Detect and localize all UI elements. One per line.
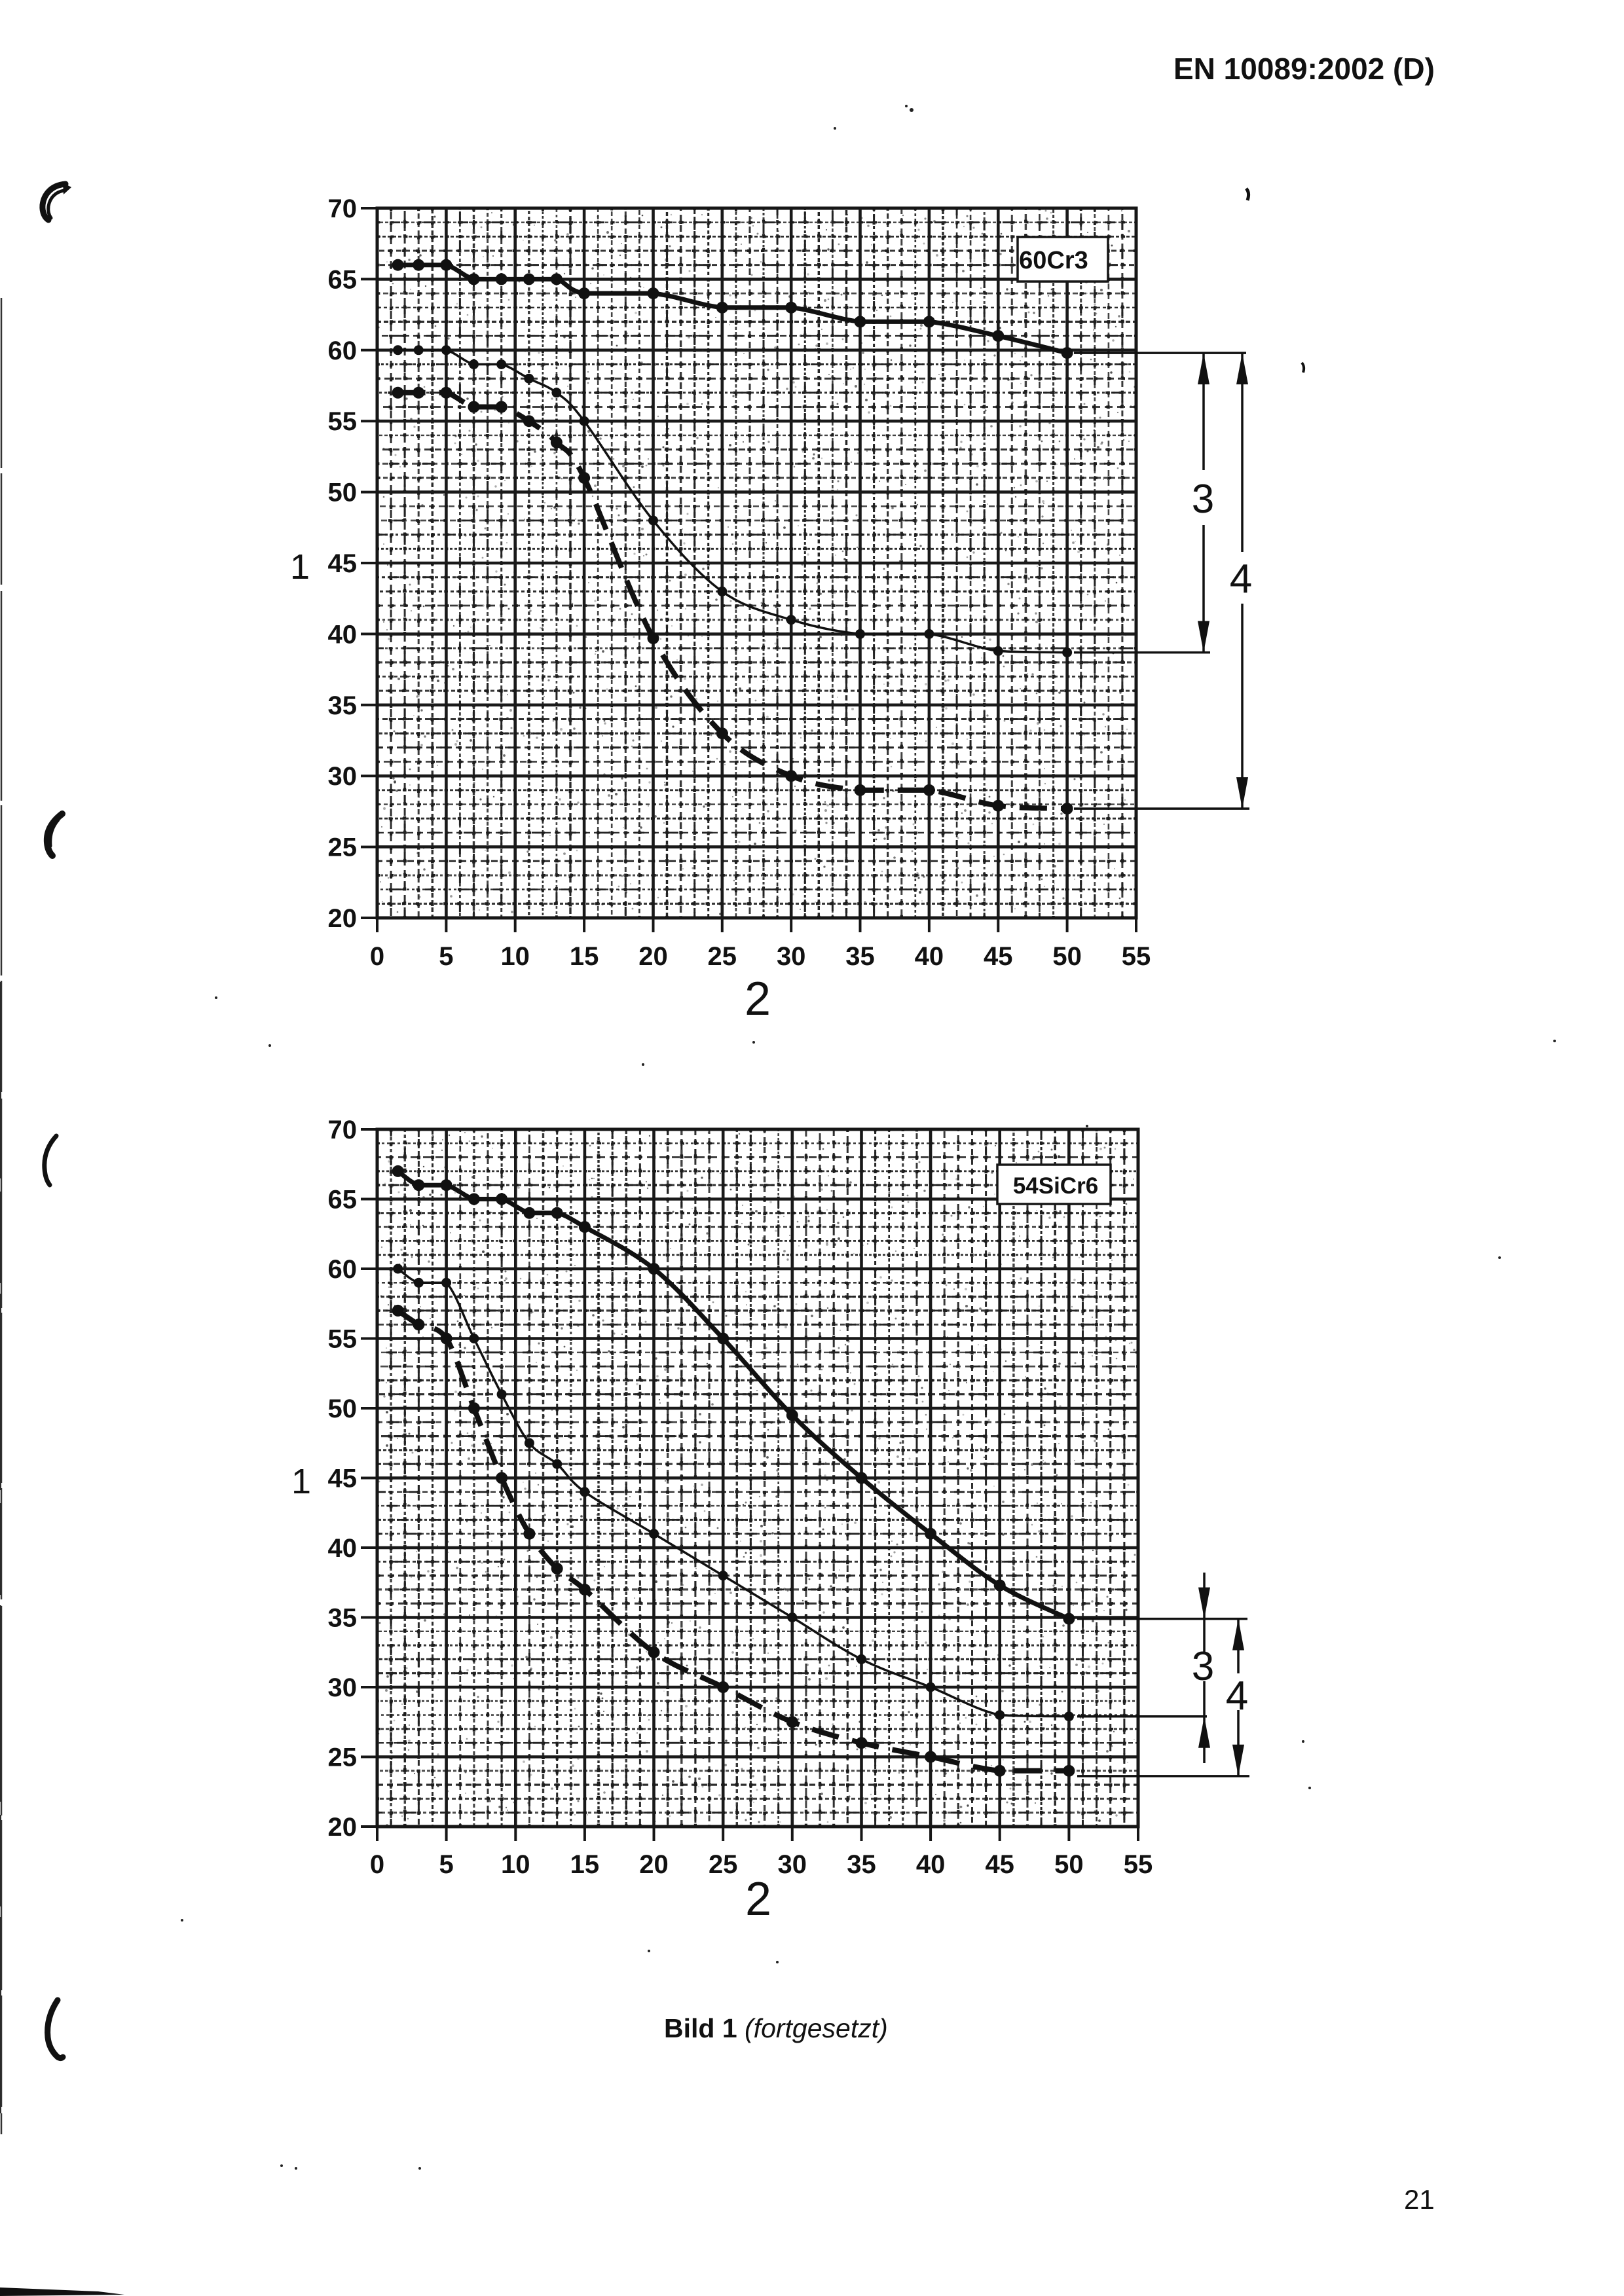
svg-text:1: 1 [290,547,310,587]
svg-text:55: 55 [328,1325,358,1354]
svg-text:55: 55 [1122,942,1151,971]
svg-text:35: 35 [847,1850,876,1879]
svg-text:40: 40 [328,620,358,649]
svg-text:2: 2 [745,973,771,1025]
svg-text:15: 15 [570,942,599,971]
svg-text:30: 30 [328,762,358,791]
svg-text:60: 60 [328,1255,358,1284]
svg-text:0: 0 [370,942,384,971]
svg-text:60Cr3: 60Cr3 [1019,247,1088,274]
svg-text:4: 4 [1226,1673,1248,1719]
svg-text:45: 45 [985,1850,1014,1879]
svg-text:65: 65 [328,265,358,294]
svg-text:45: 45 [328,549,358,578]
svg-text:35: 35 [845,942,875,971]
svg-text:35: 35 [328,691,358,720]
svg-text:54SiCr6: 54SiCr6 [1013,1173,1098,1199]
svg-text:25: 25 [328,833,358,862]
svg-text:25: 25 [328,1743,358,1772]
svg-text:65: 65 [328,1186,358,1214]
svg-text:Bild 1 (fortgesetzt): Bild 1 (fortgesetzt) [664,2013,888,2043]
svg-text:40: 40 [915,942,944,971]
svg-text:70: 70 [328,1116,358,1144]
svg-text:10: 10 [500,942,530,971]
svg-text:70: 70 [328,194,358,223]
svg-text:45: 45 [328,1465,358,1493]
svg-text:0: 0 [370,1850,384,1879]
svg-text:20: 20 [638,942,668,971]
svg-text:30: 30 [777,942,806,971]
svg-text:30: 30 [778,1850,807,1879]
svg-text:60: 60 [328,337,358,365]
svg-text:35: 35 [328,1604,358,1633]
svg-text:40: 40 [328,1534,358,1563]
svg-text:21: 21 [1404,2184,1435,2215]
svg-text:EN 10089:2002 (D): EN 10089:2002 (D) [1173,52,1435,86]
svg-text:50: 50 [1054,1850,1084,1879]
svg-text:2: 2 [745,1873,771,1925]
svg-text:15: 15 [570,1850,600,1879]
svg-text:5: 5 [439,1850,453,1879]
svg-text:3: 3 [1192,477,1214,522]
svg-text:50: 50 [328,479,358,507]
svg-text:50: 50 [328,1394,358,1423]
svg-text:3: 3 [1192,1644,1214,1689]
svg-text:5: 5 [439,942,453,971]
svg-text:55: 55 [328,407,358,436]
svg-text:45: 45 [984,942,1013,971]
svg-text:10: 10 [501,1850,530,1879]
svg-text:25: 25 [708,942,737,971]
svg-text:20: 20 [639,1850,669,1879]
svg-text:55: 55 [1124,1850,1153,1879]
svg-text:25: 25 [709,1850,738,1879]
svg-text:20: 20 [328,904,358,933]
svg-text:1: 1 [291,1462,311,1501]
svg-text:40: 40 [916,1850,946,1879]
svg-text:20: 20 [328,1813,358,1842]
svg-text:50: 50 [1052,942,1082,971]
svg-text:4: 4 [1230,556,1252,602]
svg-text:30: 30 [328,1673,358,1702]
